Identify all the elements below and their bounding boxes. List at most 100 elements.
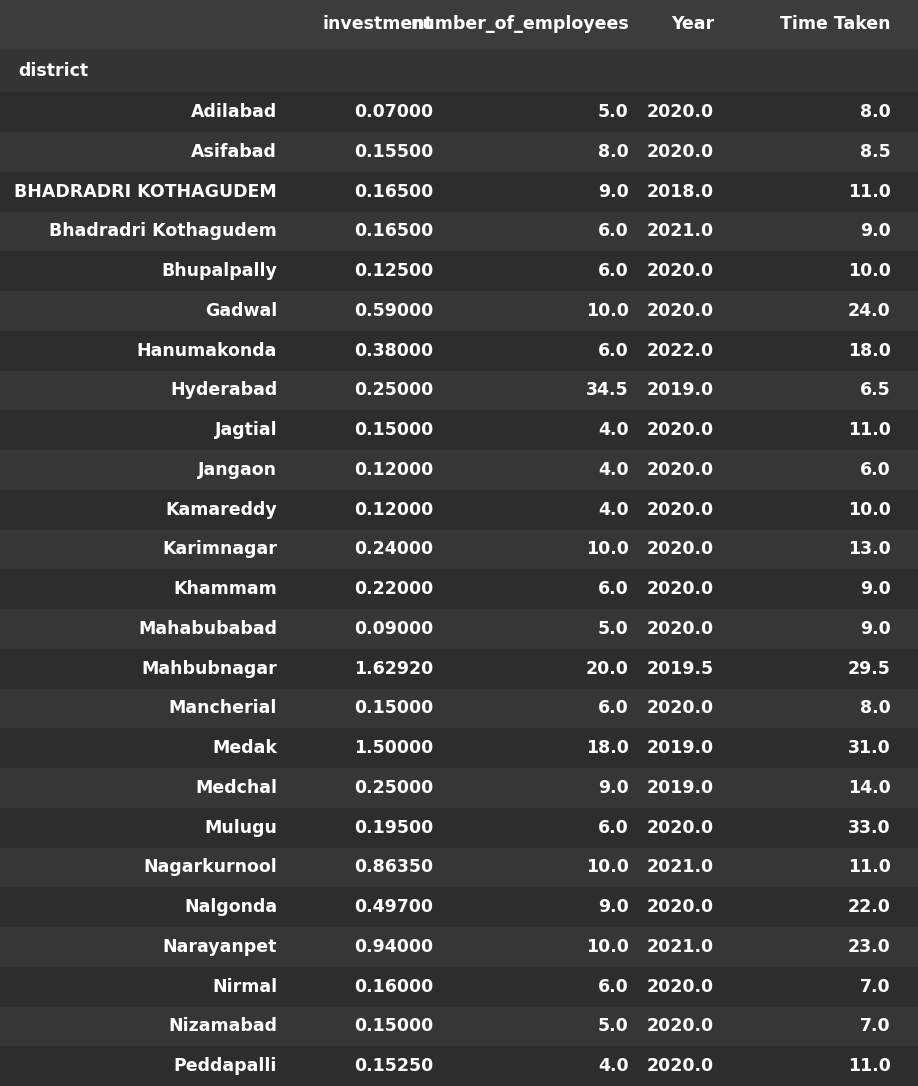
Bar (0, 689, 918, 729)
Text: 0.38000: 0.38000 (354, 342, 433, 359)
Text: 24.0: 24.0 (847, 302, 890, 320)
Text: 0.15500: 0.15500 (354, 143, 433, 161)
Text: Mahbubnagar: Mahbubnagar (141, 659, 277, 678)
Text: 0.12000: 0.12000 (354, 501, 433, 519)
Text: 11.0: 11.0 (847, 421, 890, 439)
Text: 11.0: 11.0 (847, 182, 890, 201)
Text: 0.94000: 0.94000 (354, 938, 433, 956)
Bar (0, 0, 918, 49)
Text: 2020.0: 2020.0 (647, 620, 714, 637)
Bar (0, 847, 918, 887)
Text: 2020.0: 2020.0 (647, 262, 714, 280)
Text: Mulugu: Mulugu (205, 819, 277, 836)
Text: Narayanpet: Narayanpet (162, 938, 277, 956)
Text: 31.0: 31.0 (847, 740, 890, 757)
Text: 0.24000: 0.24000 (354, 541, 433, 558)
Text: BHADRADRI KOTHAGUDEM: BHADRADRI KOTHAGUDEM (15, 182, 277, 201)
Text: 4.0: 4.0 (599, 1057, 629, 1075)
Text: 0.07000: 0.07000 (354, 103, 433, 122)
Text: 2020.0: 2020.0 (647, 103, 714, 122)
Text: 0.16500: 0.16500 (354, 223, 433, 240)
Text: 1.62920: 1.62920 (354, 659, 433, 678)
Text: 0.15000: 0.15000 (354, 699, 433, 718)
Text: 6.0: 6.0 (599, 223, 629, 240)
Bar (0, 450, 918, 490)
Text: district: district (18, 62, 88, 79)
Text: 4.0: 4.0 (599, 460, 629, 479)
Text: 2021.0: 2021.0 (647, 858, 714, 876)
Text: 2020.0: 2020.0 (647, 421, 714, 439)
Text: 0.25000: 0.25000 (354, 381, 433, 400)
Text: Jangaon: Jangaon (198, 460, 277, 479)
Text: 9.0: 9.0 (599, 898, 629, 917)
Text: Nalgonda: Nalgonda (185, 898, 277, 917)
Bar (0, 49, 918, 92)
Bar (0, 490, 918, 530)
Text: 2019.5: 2019.5 (647, 659, 714, 678)
Text: 2022.0: 2022.0 (647, 342, 714, 359)
Text: Adilabad: Adilabad (191, 103, 277, 122)
Text: 1.50000: 1.50000 (354, 740, 433, 757)
Text: 29.5: 29.5 (847, 659, 890, 678)
Text: 9.0: 9.0 (599, 779, 629, 797)
Text: 0.25000: 0.25000 (354, 779, 433, 797)
Text: 6.0: 6.0 (860, 460, 890, 479)
Text: 2020.0: 2020.0 (647, 580, 714, 598)
Text: 0.09000: 0.09000 (354, 620, 433, 637)
Text: Medak: Medak (212, 740, 277, 757)
Text: 5.0: 5.0 (599, 620, 629, 637)
Text: 18.0: 18.0 (847, 342, 890, 359)
Bar (0, 172, 918, 212)
Bar (0, 92, 918, 132)
Text: Time Taken: Time Taken (780, 15, 890, 34)
Text: 6.0: 6.0 (599, 580, 629, 598)
Text: 2020.0: 2020.0 (647, 898, 714, 917)
Text: 5.0: 5.0 (599, 103, 629, 122)
Text: 5.0: 5.0 (599, 1018, 629, 1035)
Text: Nizamabad: Nizamabad (168, 1018, 277, 1035)
Text: 0.22000: 0.22000 (354, 580, 433, 598)
Bar (0, 212, 918, 251)
Bar (0, 729, 918, 768)
Bar (0, 887, 918, 927)
Text: 9.0: 9.0 (860, 223, 890, 240)
Text: 6.0: 6.0 (599, 819, 629, 836)
Text: 10.0: 10.0 (847, 501, 890, 519)
Bar (0, 132, 918, 172)
Text: 7.0: 7.0 (860, 977, 890, 996)
Text: Jagtial: Jagtial (215, 421, 277, 439)
Bar (0, 291, 918, 331)
Text: Mancherial: Mancherial (169, 699, 277, 718)
Text: 0.16000: 0.16000 (354, 977, 433, 996)
Text: 14.0: 14.0 (847, 779, 890, 797)
Bar (0, 967, 918, 1007)
Text: 2020.0: 2020.0 (647, 143, 714, 161)
Text: 0.59000: 0.59000 (354, 302, 433, 320)
Text: 34.5: 34.5 (587, 381, 629, 400)
Text: investment: investment (322, 15, 433, 34)
Text: 22.0: 22.0 (847, 898, 890, 917)
Text: Nagarkurnool: Nagarkurnool (143, 858, 277, 876)
Text: 0.49700: 0.49700 (354, 898, 433, 917)
Bar (0, 927, 918, 967)
Text: 9.0: 9.0 (860, 620, 890, 637)
Text: 0.19500: 0.19500 (354, 819, 433, 836)
Text: Bhupalpally: Bhupalpally (162, 262, 277, 280)
Bar (0, 648, 918, 689)
Bar (0, 530, 918, 569)
Text: 2020.0: 2020.0 (647, 460, 714, 479)
Text: 18.0: 18.0 (586, 740, 629, 757)
Text: 10.0: 10.0 (586, 858, 629, 876)
Text: Year: Year (671, 15, 714, 34)
Text: 6.0: 6.0 (599, 262, 629, 280)
Text: Peddapalli: Peddapalli (174, 1057, 277, 1075)
Bar (0, 411, 918, 450)
Text: 6.0: 6.0 (599, 699, 629, 718)
Bar (0, 1046, 918, 1086)
Text: 8.0: 8.0 (860, 699, 890, 718)
Text: 10.0: 10.0 (847, 262, 890, 280)
Text: 33.0: 33.0 (848, 819, 890, 836)
Bar (0, 808, 918, 847)
Text: Mahabubabad: Mahabubabad (139, 620, 277, 637)
Text: 8.5: 8.5 (860, 143, 890, 161)
